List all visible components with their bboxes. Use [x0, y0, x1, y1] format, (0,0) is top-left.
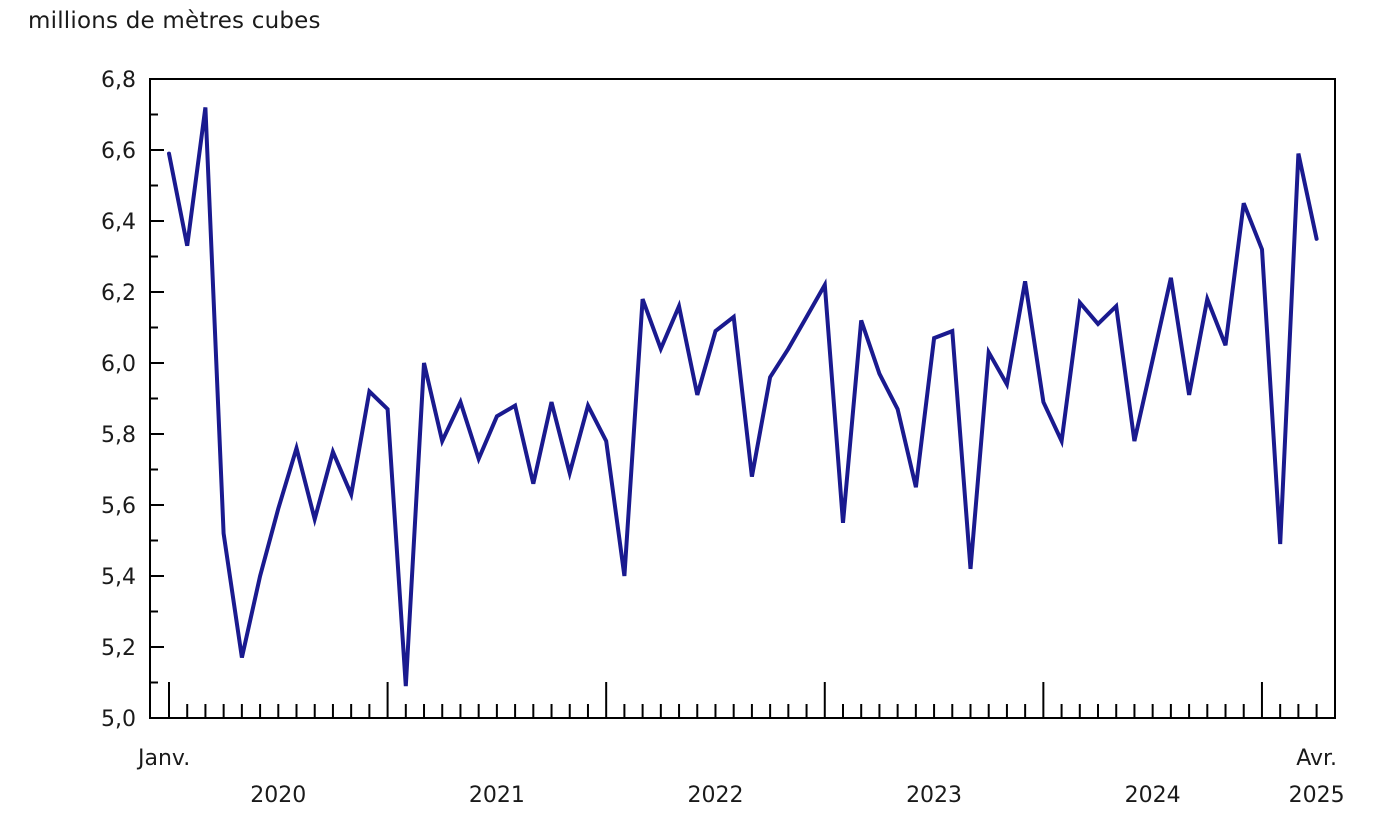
- y-axis-tick-label: 6,8: [101, 68, 136, 93]
- y-axis-tick-label: 5,6: [101, 494, 136, 519]
- y-axis-tick-label: 5,0: [101, 707, 136, 732]
- y-axis-tick-label: 6,6: [101, 139, 136, 164]
- x-axis-end-month-label: Avr.: [1296, 746, 1337, 771]
- y-axis-tick-label: 5,4: [101, 565, 136, 590]
- x-axis-year-label: 2024: [1125, 783, 1181, 808]
- x-axis-year-label: 2021: [469, 783, 525, 808]
- x-axis-start-month-label: Janv.: [136, 746, 190, 771]
- y-axis-tick-label: 6,0: [101, 352, 136, 377]
- x-axis-year-label: 2025: [1289, 783, 1345, 808]
- y-axis-tick-label: 6,2: [101, 281, 136, 306]
- y-axis-tick-label: 5,2: [101, 636, 136, 661]
- x-axis-year-label: 2023: [906, 783, 962, 808]
- y-axis-tick-label: 5,8: [101, 423, 136, 448]
- data-line: [167, 107, 1319, 687]
- x-axis-year-label: 2020: [250, 783, 306, 808]
- y-axis-tick-label: 6,4: [101, 210, 136, 235]
- x-axis-year-label: 2022: [687, 783, 743, 808]
- chart-title: millions de mètres cubes: [28, 8, 321, 34]
